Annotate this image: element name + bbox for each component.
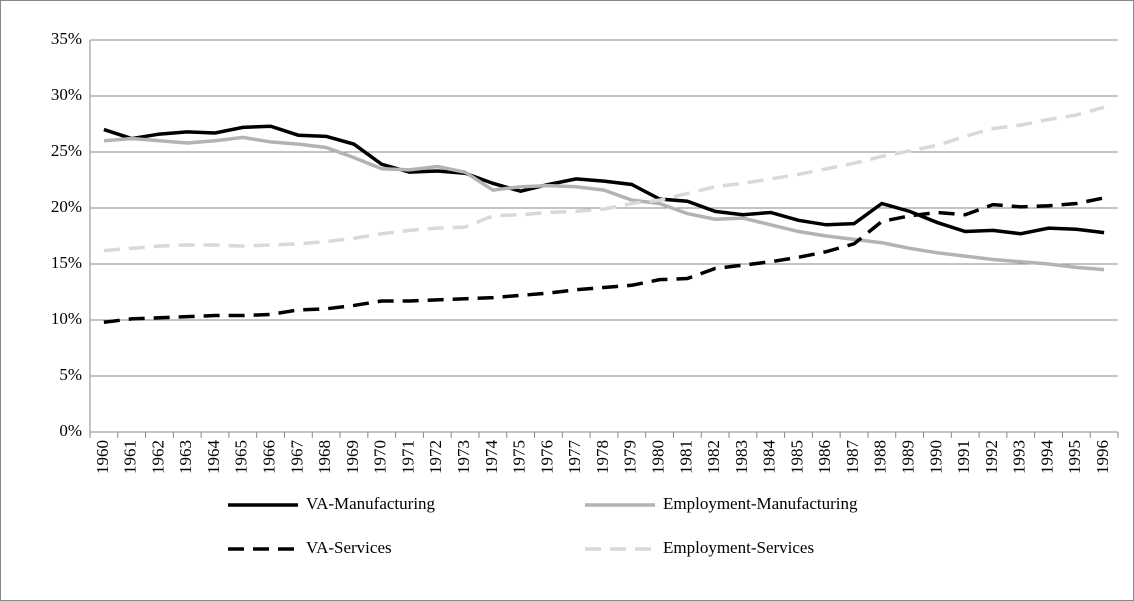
x-tick-label: 1974 bbox=[482, 440, 501, 475]
x-tick-label: 1979 bbox=[621, 440, 640, 474]
x-tick-label: 1987 bbox=[843, 440, 862, 475]
y-tick-label: 20% bbox=[51, 197, 82, 216]
x-tick-label: 1961 bbox=[121, 440, 140, 474]
x-tick-label: 1971 bbox=[398, 440, 417, 474]
x-tick-label: 1991 bbox=[954, 440, 973, 474]
y-tick-label: 5% bbox=[59, 365, 82, 384]
x-tick-label: 1973 bbox=[454, 440, 473, 474]
x-tick-label: 1981 bbox=[676, 440, 695, 474]
x-tick-label: 1992 bbox=[982, 440, 1001, 474]
x-tick-label: 1966 bbox=[260, 440, 279, 474]
legend-label: VA-Services bbox=[306, 538, 392, 557]
x-tick-label: 1983 bbox=[732, 440, 751, 474]
x-tick-label: 1967 bbox=[287, 440, 306, 475]
x-tick-label: 1994 bbox=[1037, 440, 1056, 475]
y-tick-label: 0% bbox=[59, 421, 82, 440]
x-tick-label: 1985 bbox=[787, 440, 806, 474]
x-tick-label: 1960 bbox=[93, 440, 112, 474]
x-tick-label: 1976 bbox=[537, 440, 556, 474]
series-line bbox=[103, 135, 1105, 272]
y-tick-label: 10% bbox=[51, 309, 82, 328]
x-tick-label: 1977 bbox=[565, 440, 584, 475]
x-tick-label: 1962 bbox=[148, 440, 167, 474]
x-tick-label: 1993 bbox=[1010, 440, 1029, 474]
series-line bbox=[103, 196, 1105, 324]
x-tick-label: 1968 bbox=[315, 440, 334, 474]
x-tick-label: 1965 bbox=[232, 440, 251, 474]
legend-label: VA-Manufacturing bbox=[306, 494, 436, 513]
x-tick-label: 1972 bbox=[426, 440, 445, 474]
x-tick-label: 1978 bbox=[593, 440, 612, 474]
x-tick-label: 1969 bbox=[343, 440, 362, 474]
x-tick-label: 1980 bbox=[648, 440, 667, 474]
x-tick-label: 1970 bbox=[371, 440, 390, 474]
x-tick-label: 1982 bbox=[704, 440, 723, 474]
legend-label: Employment-Manufacturing bbox=[663, 494, 858, 513]
x-tick-label: 1964 bbox=[204, 440, 223, 475]
x-tick-label: 1988 bbox=[871, 440, 890, 474]
x-tick-label: 1990 bbox=[926, 440, 945, 474]
x-tick-label: 1986 bbox=[815, 440, 834, 474]
series-line bbox=[103, 124, 1105, 236]
legend-label: Employment-Services bbox=[663, 538, 814, 557]
y-tick-label: 25% bbox=[51, 141, 82, 160]
x-tick-label: 1984 bbox=[760, 440, 779, 475]
series-line bbox=[103, 105, 1105, 253]
x-tick-label: 1975 bbox=[510, 440, 529, 474]
x-tick-label: 1996 bbox=[1093, 440, 1112, 474]
y-tick-label: 30% bbox=[51, 85, 82, 104]
y-tick-label: 35% bbox=[51, 29, 82, 48]
x-tick-label: 1963 bbox=[176, 440, 195, 474]
x-tick-label: 1995 bbox=[1065, 440, 1084, 474]
x-tick-label: 1989 bbox=[899, 440, 918, 474]
y-tick-label: 15% bbox=[51, 253, 82, 272]
